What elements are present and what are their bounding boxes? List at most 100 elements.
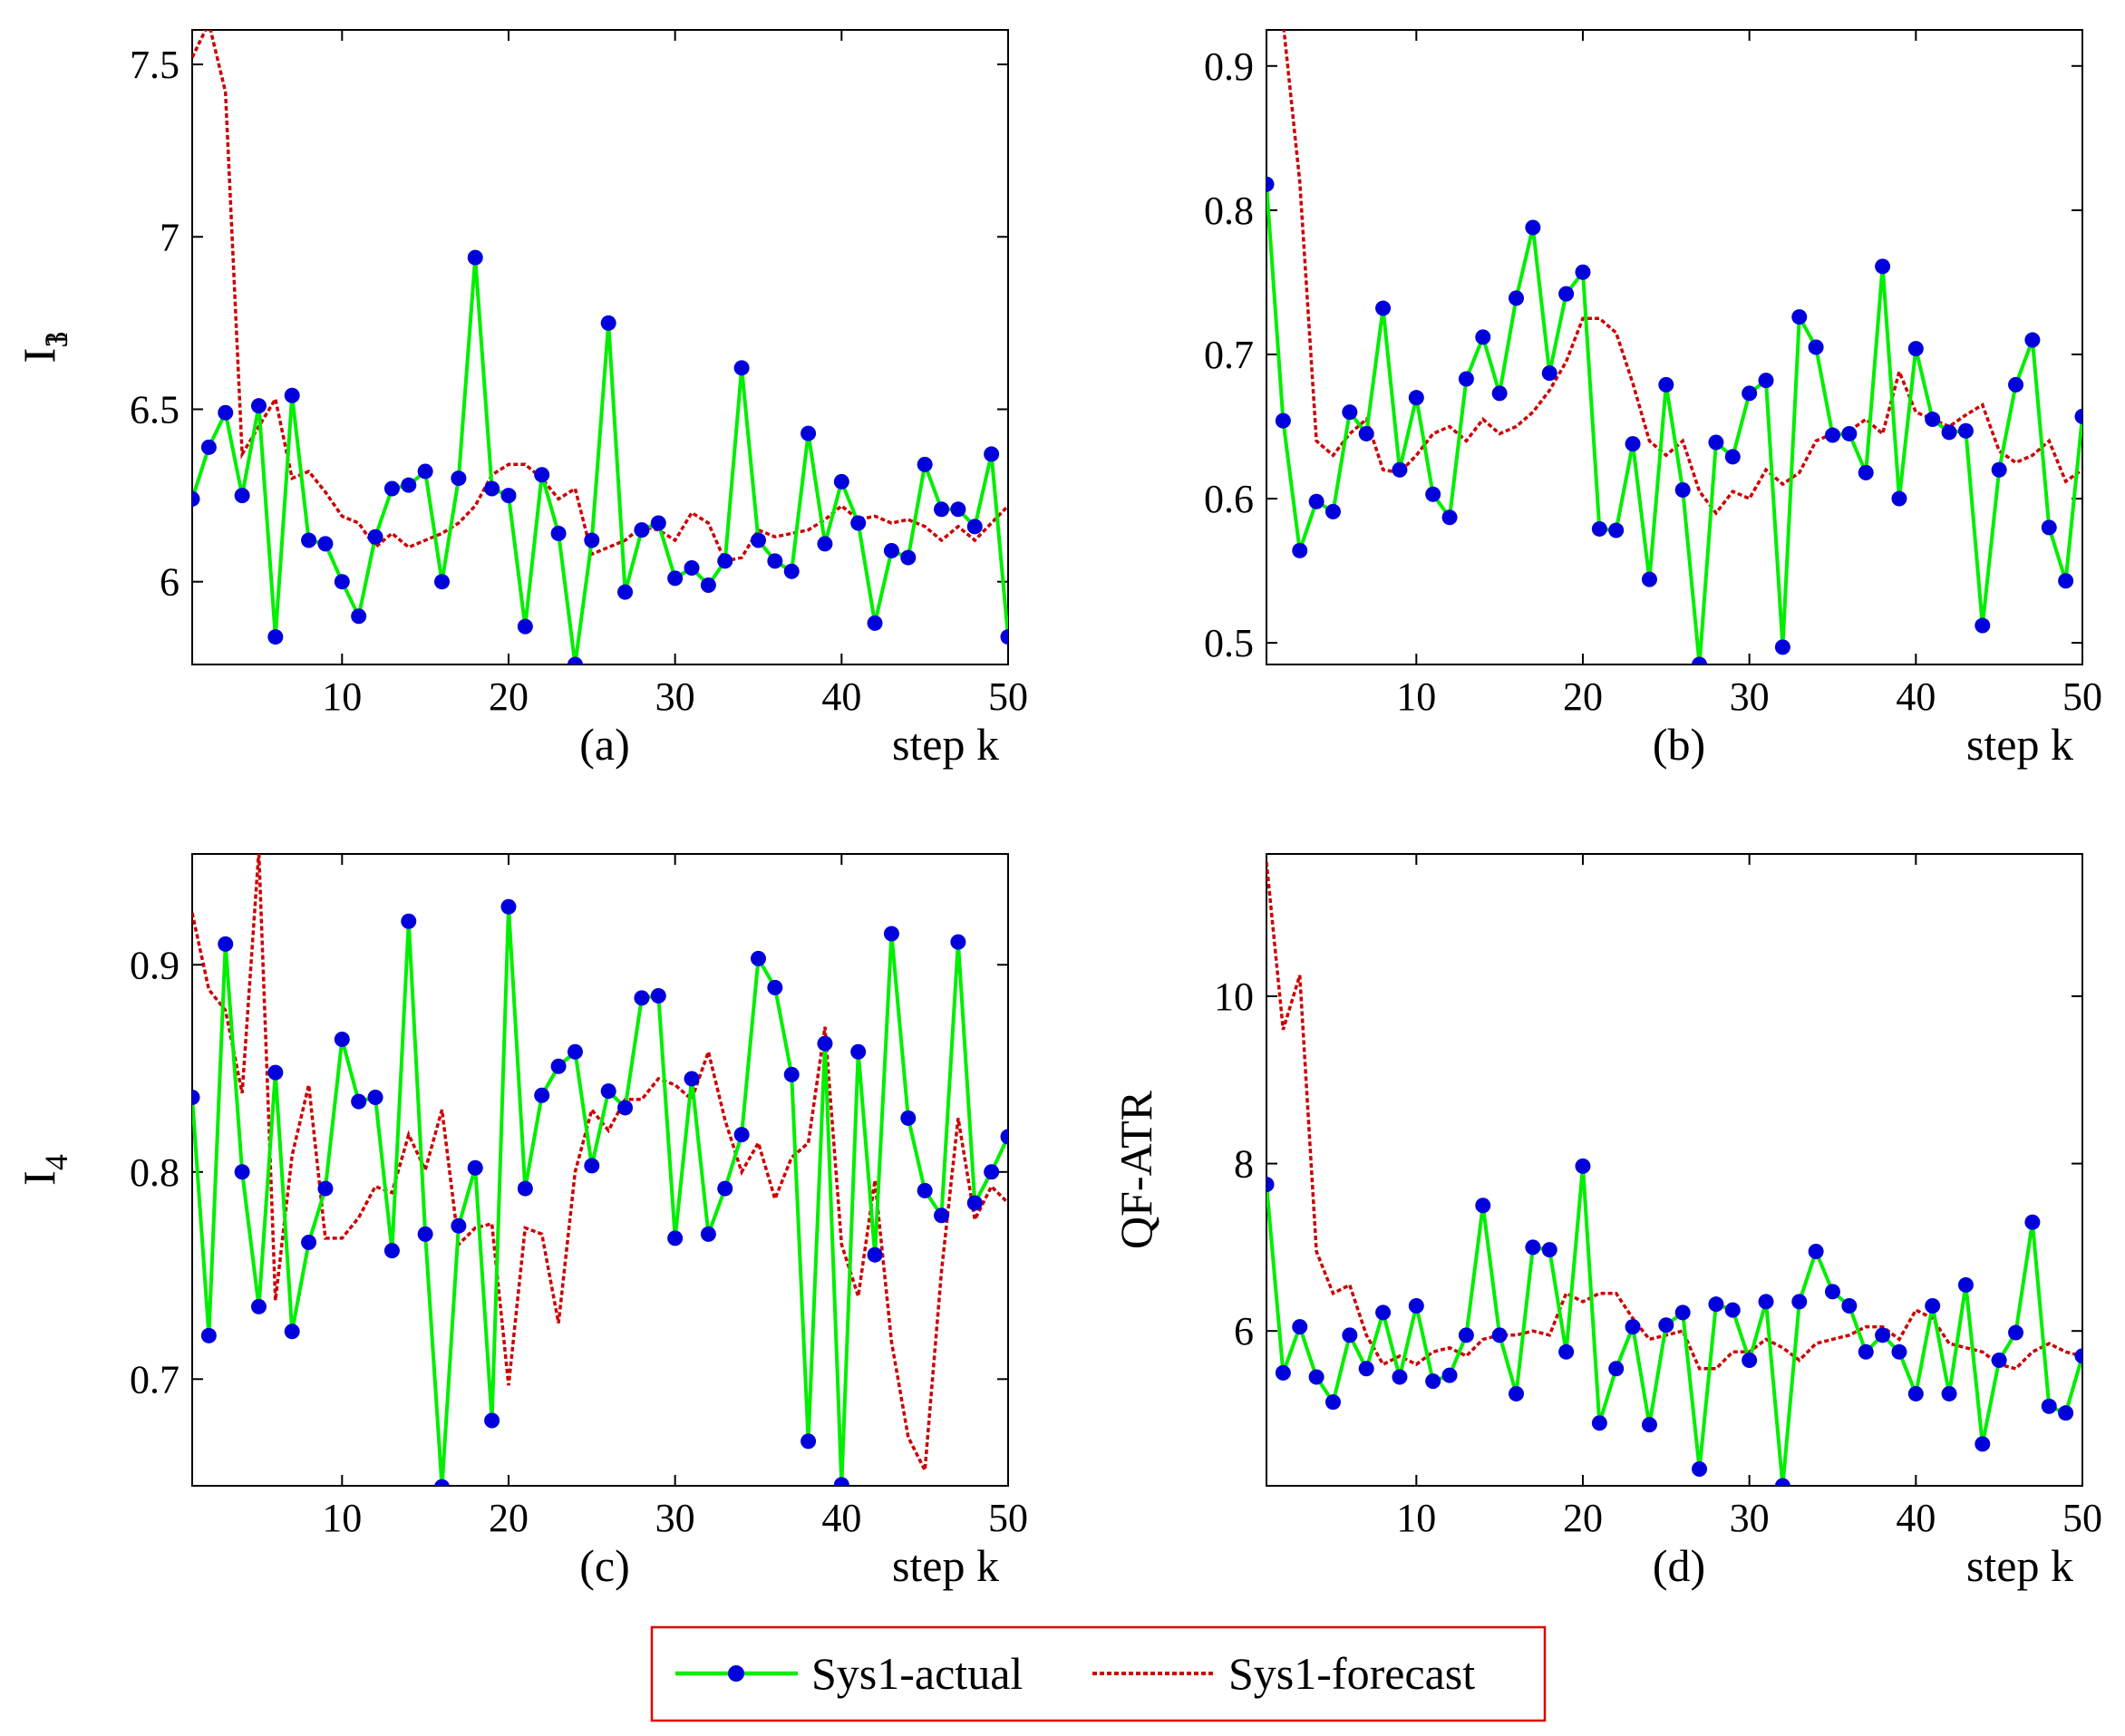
actual-point: [192, 490, 200, 507]
actual-point: [434, 1479, 450, 1486]
x-tick-label: 10: [322, 674, 362, 719]
y-tick-label: 7: [160, 215, 180, 259]
actual-point: [1266, 176, 1275, 192]
actual-point: [1308, 1369, 1324, 1385]
actual-point: [500, 488, 517, 504]
actual-point: [1342, 1327, 1358, 1343]
series-line-actual: [192, 257, 1008, 664]
legend-actual-label: Sys1-actual: [811, 1648, 1023, 1699]
actual-point: [1324, 1394, 1341, 1411]
x-tick-label: 50: [2062, 1496, 2102, 1540]
actual-point: [2008, 1324, 2024, 1341]
plot-data: [1266, 30, 2082, 664]
actual-point: [1824, 1284, 1840, 1300]
actual-point: [1641, 1417, 1657, 1433]
x-tick-label: 40: [1896, 1496, 1936, 1540]
actual-point: [1742, 385, 1758, 402]
x-tick-label: 30: [1730, 1496, 1770, 1540]
actual-point: [1907, 341, 1924, 357]
actual-point: [401, 477, 417, 493]
plot-frame: [191, 853, 1009, 1487]
actual-point: [1441, 509, 1458, 526]
actual-point: [484, 1412, 500, 1429]
actual-point: [1791, 1294, 1808, 1310]
actual-point: [550, 1058, 567, 1074]
actual-point: [2058, 573, 2074, 589]
actual-point: [966, 519, 983, 535]
actual-point: [1358, 425, 1374, 441]
actual-point: [1975, 1436, 1991, 1452]
actual-point: [484, 480, 500, 497]
legend-forecast-label: Sys1-forecast: [1228, 1648, 1475, 1699]
actual-point: [467, 249, 483, 266]
actual-point: [1625, 436, 1641, 452]
actual-point: [1541, 1242, 1557, 1258]
actual-point: [1441, 1367, 1458, 1383]
actual-point: [584, 1158, 600, 1174]
actual-point: [517, 618, 533, 635]
actual-point: [1891, 490, 1907, 507]
actual-point: [1925, 1298, 1941, 1314]
actual-point: [934, 501, 950, 518]
series-line-actual: [1266, 1166, 2082, 1486]
actual-point: [1708, 1296, 1724, 1313]
actual-point: [1724, 1302, 1741, 1318]
actual-point: [1758, 373, 1774, 389]
chart-panel-b: 10 20 30 40 50 0.5 0.6 0.7 0.8 0.9 (b) step k I3: [14, 29, 2102, 770]
actual-point: [417, 463, 433, 480]
actual-point: [1724, 449, 1741, 465]
actual-point: [1791, 309, 1808, 325]
actual-point: [2058, 1405, 2074, 1421]
actual-point: [1458, 1327, 1474, 1343]
actual-point: [1758, 1294, 1774, 1310]
x-tick-label: 20: [1563, 1496, 1603, 1540]
x-tick-label: 10: [1396, 1496, 1436, 1540]
actual-point: [284, 387, 300, 403]
actual-point: [1608, 522, 1625, 538]
plot-data: [1266, 862, 2082, 1486]
actual-point: [417, 1226, 433, 1242]
actual-point: [1658, 1317, 1674, 1334]
chart-panel-a: 10 20 30 40 50 6 6.5 7 7.5 (a) step k I1: [14, 29, 1028, 770]
actual-point: [1907, 1385, 1924, 1401]
x-tick-label: 30: [1730, 674, 1770, 719]
actual-point: [1941, 424, 1957, 441]
plot-frame: [1266, 29, 2083, 665]
actual-point: [1575, 1158, 1591, 1174]
actual-point: [1591, 1415, 1607, 1431]
actual-point: [351, 1093, 367, 1110]
actual-point: [1475, 329, 1491, 345]
actual-point: [2074, 408, 2082, 424]
y-tick-label: 6: [1234, 1309, 1254, 1353]
panel-label: (c): [579, 1540, 630, 1591]
plot-frame: [191, 29, 1009, 665]
actual-point: [1408, 1298, 1424, 1314]
actual-point: [550, 525, 567, 541]
actual-point: [451, 470, 467, 487]
actual-point: [200, 439, 217, 455]
actual-point: [1525, 219, 1541, 236]
actual-point: [1774, 639, 1790, 655]
actual-point: [317, 1180, 334, 1197]
x-tick-label: 50: [988, 1496, 1028, 1540]
actual-point: [1392, 1369, 1408, 1385]
actual-point: [192, 1090, 200, 1106]
plot-data: [192, 30, 1008, 664]
actual-point: [1425, 486, 1441, 502]
series-line-actual: [192, 907, 1008, 1486]
actual-point: [1491, 385, 1508, 402]
actual-point: [867, 1246, 883, 1263]
actual-point: [534, 1087, 550, 1103]
actual-point: [2024, 1214, 2041, 1230]
actual-point: [600, 315, 616, 331]
x-tick-label: 50: [2062, 674, 2102, 719]
actual-point: [733, 1127, 750, 1143]
actual-point: [684, 1071, 700, 1087]
actual-point: [500, 898, 517, 915]
actual-point: [467, 1159, 483, 1176]
x-tick-label: 20: [489, 1496, 529, 1540]
x-tick-label: 30: [655, 1496, 695, 1540]
actual-point: [984, 1164, 1000, 1180]
actual-point: [783, 1066, 800, 1082]
actual-point: [634, 990, 650, 1006]
